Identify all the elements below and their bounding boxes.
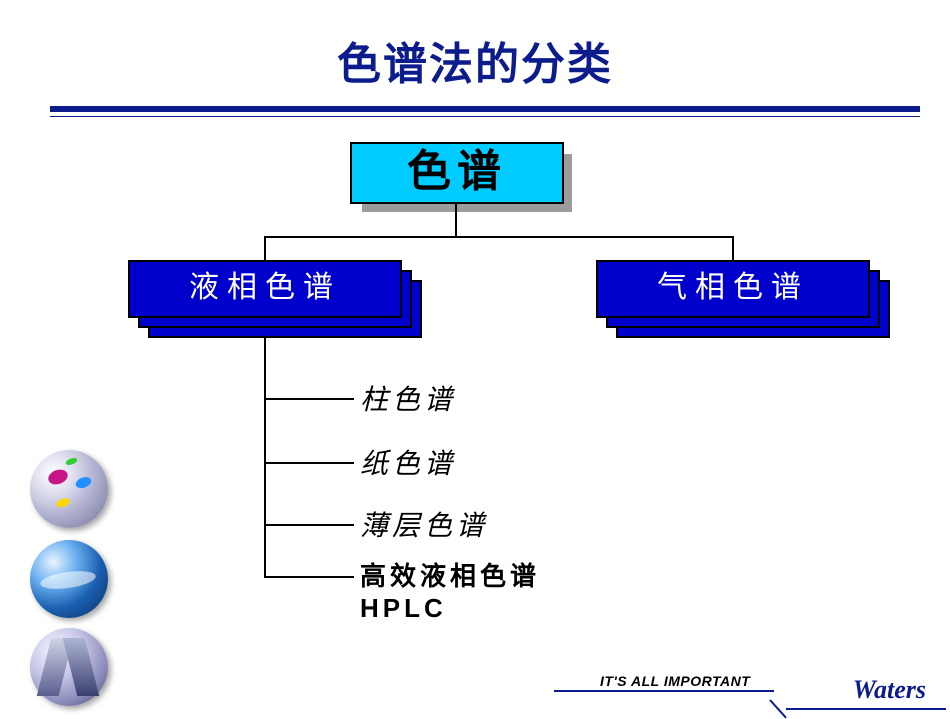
child-box-label: 气相色谱	[596, 260, 870, 318]
sublist-branch	[264, 462, 354, 464]
footer-line	[554, 690, 774, 692]
sublist-branch	[264, 398, 354, 400]
footer-brand: Waters	[853, 675, 926, 705]
connector-left-vertical	[264, 236, 266, 260]
sublist-item-hplc-en: HPLC	[360, 593, 447, 623]
connector-right-vertical	[732, 236, 734, 260]
sublist-item-hplc: 高效液相色谱 HPLC	[360, 560, 540, 624]
title-rule-thin	[50, 116, 920, 117]
footer-line-diag	[769, 699, 787, 718]
child-box-label: 液相色谱	[128, 260, 402, 318]
footer-tagline: IT'S ALL IMPORTANT	[600, 673, 750, 689]
sublist-item-hplc-cn: 高效液相色谱	[360, 561, 540, 591]
root-box: 色谱	[350, 142, 564, 204]
sublist-branch	[264, 524, 354, 526]
decorative-sphere-icon	[30, 450, 108, 528]
footer: IT'S ALL IMPORTANT Waters	[0, 669, 950, 713]
slide: 色谱法的分类 色谱 液相色谱 气相色谱 柱色谱 纸色谱 薄层色谱 高效液相色谱 …	[0, 0, 950, 713]
footer-line-lower	[786, 708, 946, 710]
slide-title: 色谱法的分类	[0, 0, 950, 92]
sublist-vertical-connector	[264, 338, 266, 576]
sublist-item-column: 柱色谱	[360, 378, 456, 418]
connector-horizontal	[264, 236, 734, 238]
connector-root-vertical	[455, 204, 457, 236]
title-rule-thick	[50, 106, 920, 112]
sublist-item-paper: 纸色谱	[360, 442, 456, 482]
sublist-branch	[264, 576, 354, 578]
decorative-globe-icon	[30, 540, 108, 618]
sublist-item-tlc: 薄层色谱	[360, 504, 488, 544]
